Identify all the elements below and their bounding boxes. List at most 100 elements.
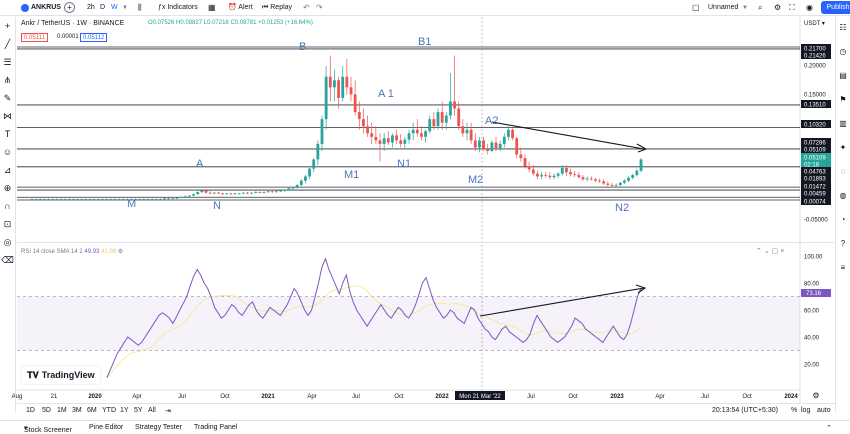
pattern-icon[interactable]: ⋈ <box>3 111 12 121</box>
eye-icon[interactable]: ◎ <box>3 237 12 247</box>
range-5d-button[interactable]: 5D <box>42 407 51 414</box>
range-1d-button[interactable]: 1D <box>26 407 35 414</box>
candle-body-113 <box>498 143 502 149</box>
data-window-icon[interactable]: ▤ <box>839 71 847 80</box>
tab-pine-editor[interactable]: Pine Editor <box>89 424 124 431</box>
publish-button[interactable]: Publish <box>821 1 850 14</box>
currency-selector[interactable]: USDT ▾ <box>804 21 825 27</box>
rsi-legend: RSI 14 close SMA 14 2 49.93 41.09 ⚙ <box>21 248 123 255</box>
candle-body-76 <box>345 76 349 88</box>
candle-body-44 <box>212 192 216 194</box>
candle-body-24 <box>130 199 133 200</box>
log-toggle[interactable]: log <box>801 407 811 414</box>
tradingview-logo[interactable]: 𝐓𝐕 TradingView <box>22 366 100 384</box>
axis-settings-icon: ⚙ <box>812 391 819 400</box>
range-3m-button[interactable]: 3M <box>72 407 82 414</box>
auto-toggle[interactable]: auto <box>817 407 831 414</box>
templates-grid-icon[interactable]: ▦ <box>208 3 216 12</box>
layout-name-button[interactable]: Unnamed <box>708 4 739 11</box>
horizontal-lines-icon[interactable]: ☰ <box>3 57 12 67</box>
trend-line-icon[interactable]: ╱ <box>4 39 11 49</box>
range-1y-button[interactable]: 1Y <box>120 407 129 414</box>
fullscreen-icon[interactable]: ⛶ <box>789 3 795 12</box>
candle-body-98 <box>436 112 440 127</box>
watchlist-icon[interactable]: ☷ <box>839 23 847 32</box>
candle-body-62 <box>287 188 291 190</box>
price-label-box-8 <box>801 153 831 161</box>
tab-trading-panel[interactable]: Trading Panel <box>194 424 238 431</box>
layout-icon[interactable]: ▢ <box>692 3 700 12</box>
search-icon[interactable]: ⌕ <box>758 3 763 12</box>
undo-icon[interactable]: ↶ <box>303 3 310 12</box>
pitchfork-icon[interactable]: ⋔ <box>3 75 12 85</box>
candles-icon[interactable]: ⫼ <box>138 3 142 12</box>
range-1m-button[interactable]: 1M <box>57 407 67 414</box>
candle-body-47 <box>225 193 229 195</box>
chat-icon[interactable]: ◌ <box>840 167 846 176</box>
rsi-settings-icon[interactable]: ⚙ <box>117 249 124 255</box>
hotlist-icon[interactable]: ⚑ <box>839 95 847 104</box>
tab-strategy-tester[interactable]: Strategy Tester <box>135 424 182 431</box>
ruler-icon[interactable]: ⊿ <box>3 165 12 175</box>
interval-chevron-down-icon[interactable]: ▼ <box>122 5 128 11</box>
candle-body-8 <box>63 199 67 200</box>
tab-stock-screener[interactable]: Stock Screener ▾ <box>24 425 72 434</box>
replay-button[interactable]: ⏮ Replay <box>262 4 293 11</box>
lock-icon[interactable]: ⊡ <box>3 219 12 229</box>
interval-w-button[interactable]: W <box>111 4 118 11</box>
pane-up-icon[interactable]: ⌃ <box>756 248 762 255</box>
collapse-panel-icon[interactable]: ⌃ <box>826 425 832 432</box>
compare-plus-icon[interactable]: + <box>64 2 75 13</box>
percent-toggle[interactable]: % <box>791 407 798 414</box>
time-range-bar: 1D 5D 1M 3M 6M YTD 1Y 5Y All ⇥ 20:13:54 … <box>17 403 835 419</box>
time-axis-label-3: Apr <box>132 394 141 400</box>
range-all-button[interactable]: All <box>148 407 156 414</box>
pane-down-icon[interactable]: ⌄ <box>763 248 770 255</box>
help-icon[interactable]: ? <box>840 239 846 248</box>
symbol-search-button[interactable]: ANKRUS <box>31 4 61 11</box>
calendar-icon[interactable]: ▥ <box>839 119 847 128</box>
candle-body-53 <box>250 192 253 194</box>
candle-body-126 <box>552 175 556 178</box>
pane-maximize-icon[interactable]: ▢ <box>771 248 779 255</box>
emoji-icon[interactable]: ☺ <box>2 147 13 157</box>
alert-button[interactable]: ⏰ Alert <box>228 4 253 11</box>
candle-body-144 <box>627 177 630 181</box>
candle-body-19 <box>109 199 113 200</box>
range-ytd-button[interactable]: YTD <box>102 407 116 414</box>
pane-separator[interactable] <box>17 242 834 243</box>
streams-icon[interactable]: ◍ <box>839 191 847 200</box>
redo-icon[interactable]: ↷ <box>316 3 323 12</box>
interval-d-button[interactable]: D <box>100 4 106 11</box>
sell-price-button[interactable]: 0.05111 <box>21 33 48 42</box>
clock-timezone[interactable]: 20:13:54 (UTC+5:30) <box>712 407 778 414</box>
dom-icon[interactable]: ≡ <box>840 263 846 272</box>
pane-close-icon[interactable]: × <box>780 248 785 255</box>
alerts-clock-icon[interactable]: ◷ <box>839 47 847 56</box>
indicators-button[interactable]: ƒx Indicators <box>158 4 198 11</box>
price-axis-label-13: 0.00459 <box>804 192 826 198</box>
layout-chevron-down-icon[interactable]: ▼ <box>742 5 748 11</box>
text-icon[interactable]: T <box>4 129 11 139</box>
candle-body-139 <box>606 183 610 185</box>
candle-body-59 <box>275 191 278 193</box>
candle-body-40 <box>196 192 200 195</box>
notifications-icon[interactable]: ◔ <box>840 215 846 224</box>
trash-icon[interactable]: ⌫ <box>1 255 14 265</box>
interval-2h-button[interactable]: 2h <box>87 4 95 11</box>
range-5y-button[interactable]: 5Y <box>134 407 143 414</box>
chart-legend-title: Ankr / TetherUS · 1W · BINANCE <box>21 20 125 27</box>
candle-body-64 <box>295 184 299 188</box>
ideas-icon[interactable]: ✦ <box>839 143 847 152</box>
crosshair-icon[interactable]: + <box>4 21 11 31</box>
gear-icon[interactable]: ⚙ <box>774 3 782 12</box>
range-6m-button[interactable]: 6M <box>87 407 97 414</box>
camera-icon[interactable]: ◉ <box>806 3 813 12</box>
candle-body-104 <box>461 126 465 134</box>
date-range-icon[interactable]: ⇥ <box>165 408 171 415</box>
brush-icon[interactable]: ✎ <box>3 93 12 103</box>
magnet-icon[interactable]: ∩ <box>4 201 11 211</box>
zoom-icon[interactable]: ⊕ <box>3 183 12 193</box>
buy-price-button[interactable]: 0.05112 <box>80 33 108 42</box>
